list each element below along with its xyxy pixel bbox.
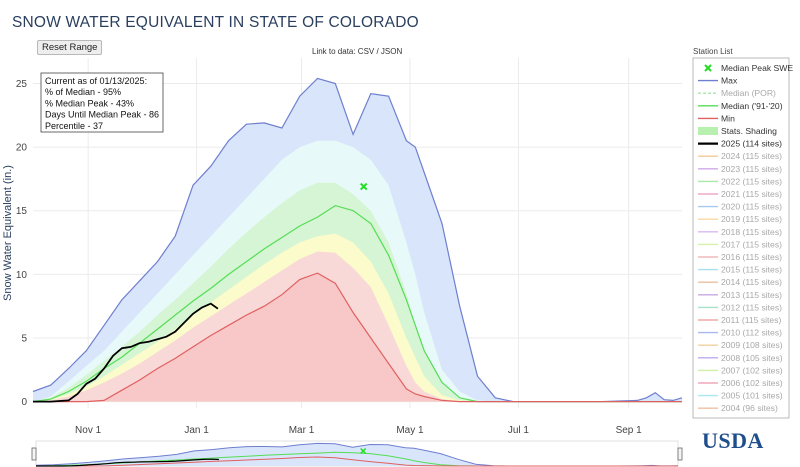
x-tick-label: Sep 1: [616, 425, 643, 436]
legend-label: 2016 (115 sites): [721, 252, 782, 262]
legend-item-2014-115-sites[interactable]: 2014 (115 sites): [698, 277, 782, 287]
legend-item-2025-114-sites[interactable]: 2025 (114 sites): [698, 139, 782, 149]
legend-item-2005-101-sites[interactable]: 2005 (101 sites): [698, 391, 783, 401]
axes: 0 5 10 15 20 25 Nov 1 Jan 1 Mar 1 May 1 Jul 1 Sep 1…: [2, 79, 642, 436]
y-tick-label: 0: [21, 397, 27, 408]
legend-item-2018-115-sites[interactable]: 2018 (115 sites): [698, 227, 782, 237]
legend-item-2019-115-sites[interactable]: 2019 (115 sites): [698, 214, 782, 224]
band-min: [33, 273, 682, 402]
legend-item-stats-shading[interactable]: Stats. Shading: [698, 126, 777, 136]
legend-label: 2013 (115 sites): [721, 290, 782, 300]
legend-label: 2011 (115 sites): [721, 315, 781, 325]
legend-item-median-91-20[interactable]: Median ('91-'20): [698, 101, 783, 111]
legend-item-2009-108-sites[interactable]: 2009 (108 sites): [698, 340, 783, 350]
legend-label: 2006 (102 sites): [721, 378, 783, 388]
legend-item-2021-115-sites[interactable]: 2021 (115 sites): [698, 189, 782, 199]
legend: Median Peak SWE Max Median (POR) Median ('9…: [692, 57, 793, 419]
legend-label: 2015 (115 sites): [721, 265, 782, 275]
legend-item-median-peak-swe[interactable]: Median Peak SWE: [704, 63, 793, 73]
legend-item-2013-115-sites[interactable]: 2013 (115 sites): [698, 290, 782, 300]
status-info-box: Current as of 01/13/2025:% of Median - 9…: [40, 72, 164, 133]
legend-swatch: [698, 127, 718, 135]
reset-range-button[interactable]: Reset Range: [37, 40, 103, 55]
legend-label: 2017 (115 sites): [721, 239, 782, 249]
data-download-link[interactable]: Link to data: CSV / JSON: [312, 47, 403, 56]
range-slider-left-handle[interactable]: [31, 447, 37, 461]
info-box-line3: % Median Peak - 43%: [45, 98, 134, 108]
y-tick-label: 10: [16, 270, 28, 281]
info-box-line1: Current as of 01/13/2025:: [45, 76, 147, 86]
info-box-line5: Percentile - 37: [45, 121, 103, 131]
legend-item-2017-115-sites[interactable]: 2017 (115 sites): [698, 239, 782, 249]
range-slider-line: [36, 456, 678, 467]
legend-item-median-por[interactable]: Median (POR): [698, 88, 776, 98]
series-lines: [32, 77, 683, 403]
legend-item-max[interactable]: Max: [698, 76, 738, 86]
legend-item-2022-115-sites[interactable]: 2022 (115 sites): [698, 176, 782, 186]
y-tick-label: 20: [16, 143, 28, 154]
legend-label: 2019 (115 sites): [721, 214, 782, 224]
usda-logo: USDA: [702, 428, 764, 453]
range-slider-2025-line: [36, 458, 219, 467]
y-tick-label: 25: [16, 79, 28, 90]
legend-box: [692, 57, 790, 419]
legend-label: 2008 (105 sites): [721, 353, 783, 363]
legend-label: 2022 (115 sites): [721, 176, 782, 186]
legend-item-2006-102-sites[interactable]: 2006 (102 sites): [698, 378, 783, 388]
legend-item-2008-105-sites[interactable]: 2008 (105 sites): [698, 353, 783, 363]
legend-label: 2025 (114 sites): [721, 139, 782, 149]
legend-item-2011-115-sites[interactable]: 2011 (115 sites): [698, 315, 781, 325]
legend-label: Stats. Shading: [721, 126, 777, 136]
legend-label: 2020 (115 sites): [721, 202, 782, 212]
y-tick-label: 15: [16, 206, 28, 217]
range-slider-right-handle[interactable]: [677, 447, 683, 461]
y-axis-title: Snow Water Equivalent (in.): [2, 165, 14, 301]
legend-label: 2014 (115 sites): [721, 277, 782, 287]
x-tick-label: Nov 1: [75, 425, 102, 436]
legend-label: 2010 (112 sites): [721, 328, 782, 338]
legend-item-2024-115-sites[interactable]: 2024 (115 sites): [698, 151, 782, 161]
legend-item-2007-102-sites[interactable]: 2007 (102 sites): [698, 365, 783, 375]
legend-label: 2021 (115 sites): [721, 189, 782, 199]
legend-item-2015-115-sites[interactable]: 2015 (115 sites): [698, 265, 782, 275]
legend-label: Min: [721, 113, 735, 123]
legend-item-2023-115-sites[interactable]: 2023 (115 sites): [698, 164, 782, 174]
x-tick-label: Jul 1: [508, 425, 530, 436]
legend-label: 2024 (115 sites): [721, 151, 782, 161]
range-slider-peak-marker: [360, 447, 367, 455]
x-tick-label: Jan 1: [184, 425, 209, 436]
y-tick-label: 5: [21, 334, 27, 345]
legend-item-min[interactable]: Min: [698, 113, 735, 123]
legend-label: Median (POR): [721, 88, 776, 98]
range-slider[interactable]: [31, 440, 683, 467]
legend-label: 2018 (115 sites): [721, 227, 782, 237]
chart-title: SNOW WATER EQUIVALENT IN STATE OF COLORA…: [12, 14, 419, 31]
series-line-2025[interactable]: [33, 302, 219, 403]
legend-label: 2004 (96 sites): [721, 403, 778, 413]
legend-label: 2009 (108 sites): [721, 340, 783, 350]
x-tick-label: May 1: [396, 425, 424, 436]
legend-item-2012-115-sites[interactable]: 2012 (115 sites): [698, 302, 782, 312]
legend-item-2010-112-sites[interactable]: 2010 (112 sites): [698, 328, 782, 338]
median-peak-marker[interactable]: [360, 182, 368, 191]
x-tick-label: Mar 1: [289, 425, 315, 436]
info-box-line4: Days Until Median Peak - 86: [45, 110, 159, 120]
stat-bands: [33, 78, 682, 402]
legend-item-2020-115-sites[interactable]: 2020 (115 sites): [698, 202, 782, 212]
legend-label: Median Peak SWE: [721, 63, 793, 73]
legend-label: 2005 (101 sites): [721, 391, 783, 401]
legend-item-2004-96-sites[interactable]: 2004 (96 sites): [698, 403, 778, 413]
legend-label: 2023 (115 sites): [721, 164, 782, 174]
legend-label: 2007 (102 sites): [721, 365, 783, 375]
info-box-frame: [40, 72, 164, 133]
legend-swatch: [704, 64, 712, 72]
station-list-label: Station List: [693, 47, 733, 56]
series-line-min[interactable]: [33, 272, 682, 403]
info-box-line2: % of Median - 95%: [45, 87, 121, 97]
legend-label: Max: [721, 76, 738, 86]
legend-label: Median ('91-'20): [721, 101, 783, 111]
legend-label: 2012 (115 sites): [721, 302, 782, 312]
legend-item-2016-115-sites[interactable]: 2016 (115 sites): [698, 252, 782, 262]
